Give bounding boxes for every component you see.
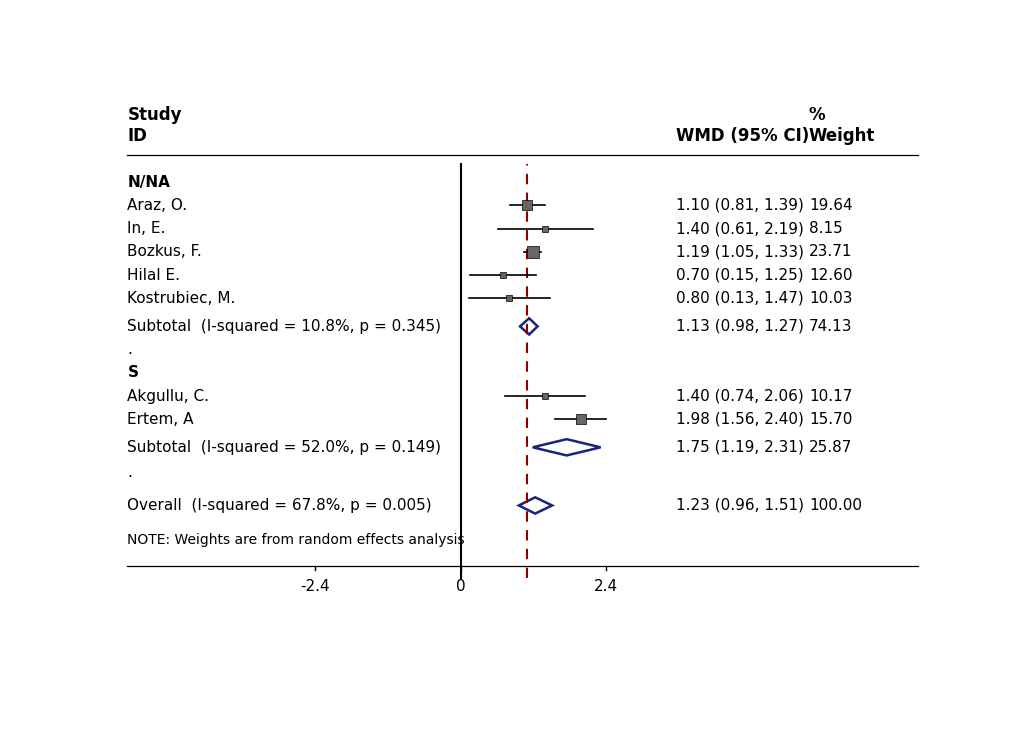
Text: 1.75 (1.19, 2.31): 1.75 (1.19, 2.31) xyxy=(675,440,803,455)
Text: NOTE: Weights are from random effects analysis: NOTE: Weights are from random effects an… xyxy=(127,533,465,548)
Text: 0.70 (0.15, 1.25): 0.70 (0.15, 1.25) xyxy=(675,267,803,283)
Text: Kostrubiec, M.: Kostrubiec, M. xyxy=(127,291,235,306)
Text: Ertem, A: Ertem, A xyxy=(127,412,194,427)
Text: 12.60: 12.60 xyxy=(808,267,852,283)
Text: 8.15: 8.15 xyxy=(808,221,842,236)
Text: Study: Study xyxy=(127,106,181,124)
Text: 1.19 (1.05, 1.33): 1.19 (1.05, 1.33) xyxy=(675,244,803,259)
Text: In, E.: In, E. xyxy=(127,221,166,236)
Text: ID: ID xyxy=(127,126,147,145)
Text: Hilal E.: Hilal E. xyxy=(127,267,180,283)
Text: 100.00: 100.00 xyxy=(808,498,861,513)
Text: 1.40 (0.74, 2.06): 1.40 (0.74, 2.06) xyxy=(675,389,803,403)
Text: Subtotal  (I-squared = 10.8%, p = 0.345): Subtotal (I-squared = 10.8%, p = 0.345) xyxy=(127,319,441,334)
Text: 1.23 (0.96, 1.51): 1.23 (0.96, 1.51) xyxy=(675,498,803,513)
Text: 74.13: 74.13 xyxy=(808,319,852,334)
Text: Akgullu, C.: Akgullu, C. xyxy=(127,389,209,403)
Text: -2.4: -2.4 xyxy=(301,579,330,594)
Text: 15.70: 15.70 xyxy=(808,412,852,427)
Text: 19.64: 19.64 xyxy=(808,198,852,213)
Text: 1.13 (0.98, 1.27): 1.13 (0.98, 1.27) xyxy=(675,319,803,334)
Text: 1.40 (0.61, 2.19): 1.40 (0.61, 2.19) xyxy=(675,221,803,236)
Text: Weight: Weight xyxy=(808,126,874,145)
Text: Subtotal  (I-squared = 52.0%, p = 0.149): Subtotal (I-squared = 52.0%, p = 0.149) xyxy=(127,440,441,455)
Text: Bozkus, F.: Bozkus, F. xyxy=(127,244,202,259)
Text: 23.71: 23.71 xyxy=(808,244,852,259)
Text: 1.10 (0.81, 1.39): 1.10 (0.81, 1.39) xyxy=(675,198,803,213)
Text: WMD (95% CI): WMD (95% CI) xyxy=(675,126,808,145)
Text: Overall  (I-squared = 67.8%, p = 0.005): Overall (I-squared = 67.8%, p = 0.005) xyxy=(127,498,432,513)
Text: 0.80 (0.13, 1.47): 0.80 (0.13, 1.47) xyxy=(675,291,803,306)
Text: %: % xyxy=(808,106,824,124)
Text: S: S xyxy=(127,366,139,380)
Text: 10.03: 10.03 xyxy=(808,291,852,306)
Text: 10.17: 10.17 xyxy=(808,389,852,403)
Text: 25.87: 25.87 xyxy=(808,440,852,455)
Text: 1.98 (1.56, 2.40): 1.98 (1.56, 2.40) xyxy=(675,412,803,427)
Text: 0: 0 xyxy=(455,579,465,594)
Text: N/NA: N/NA xyxy=(127,175,170,189)
Text: .: . xyxy=(127,342,132,357)
Text: 2.4: 2.4 xyxy=(593,579,618,594)
Text: .: . xyxy=(127,465,132,481)
Text: Araz, O.: Araz, O. xyxy=(127,198,187,213)
